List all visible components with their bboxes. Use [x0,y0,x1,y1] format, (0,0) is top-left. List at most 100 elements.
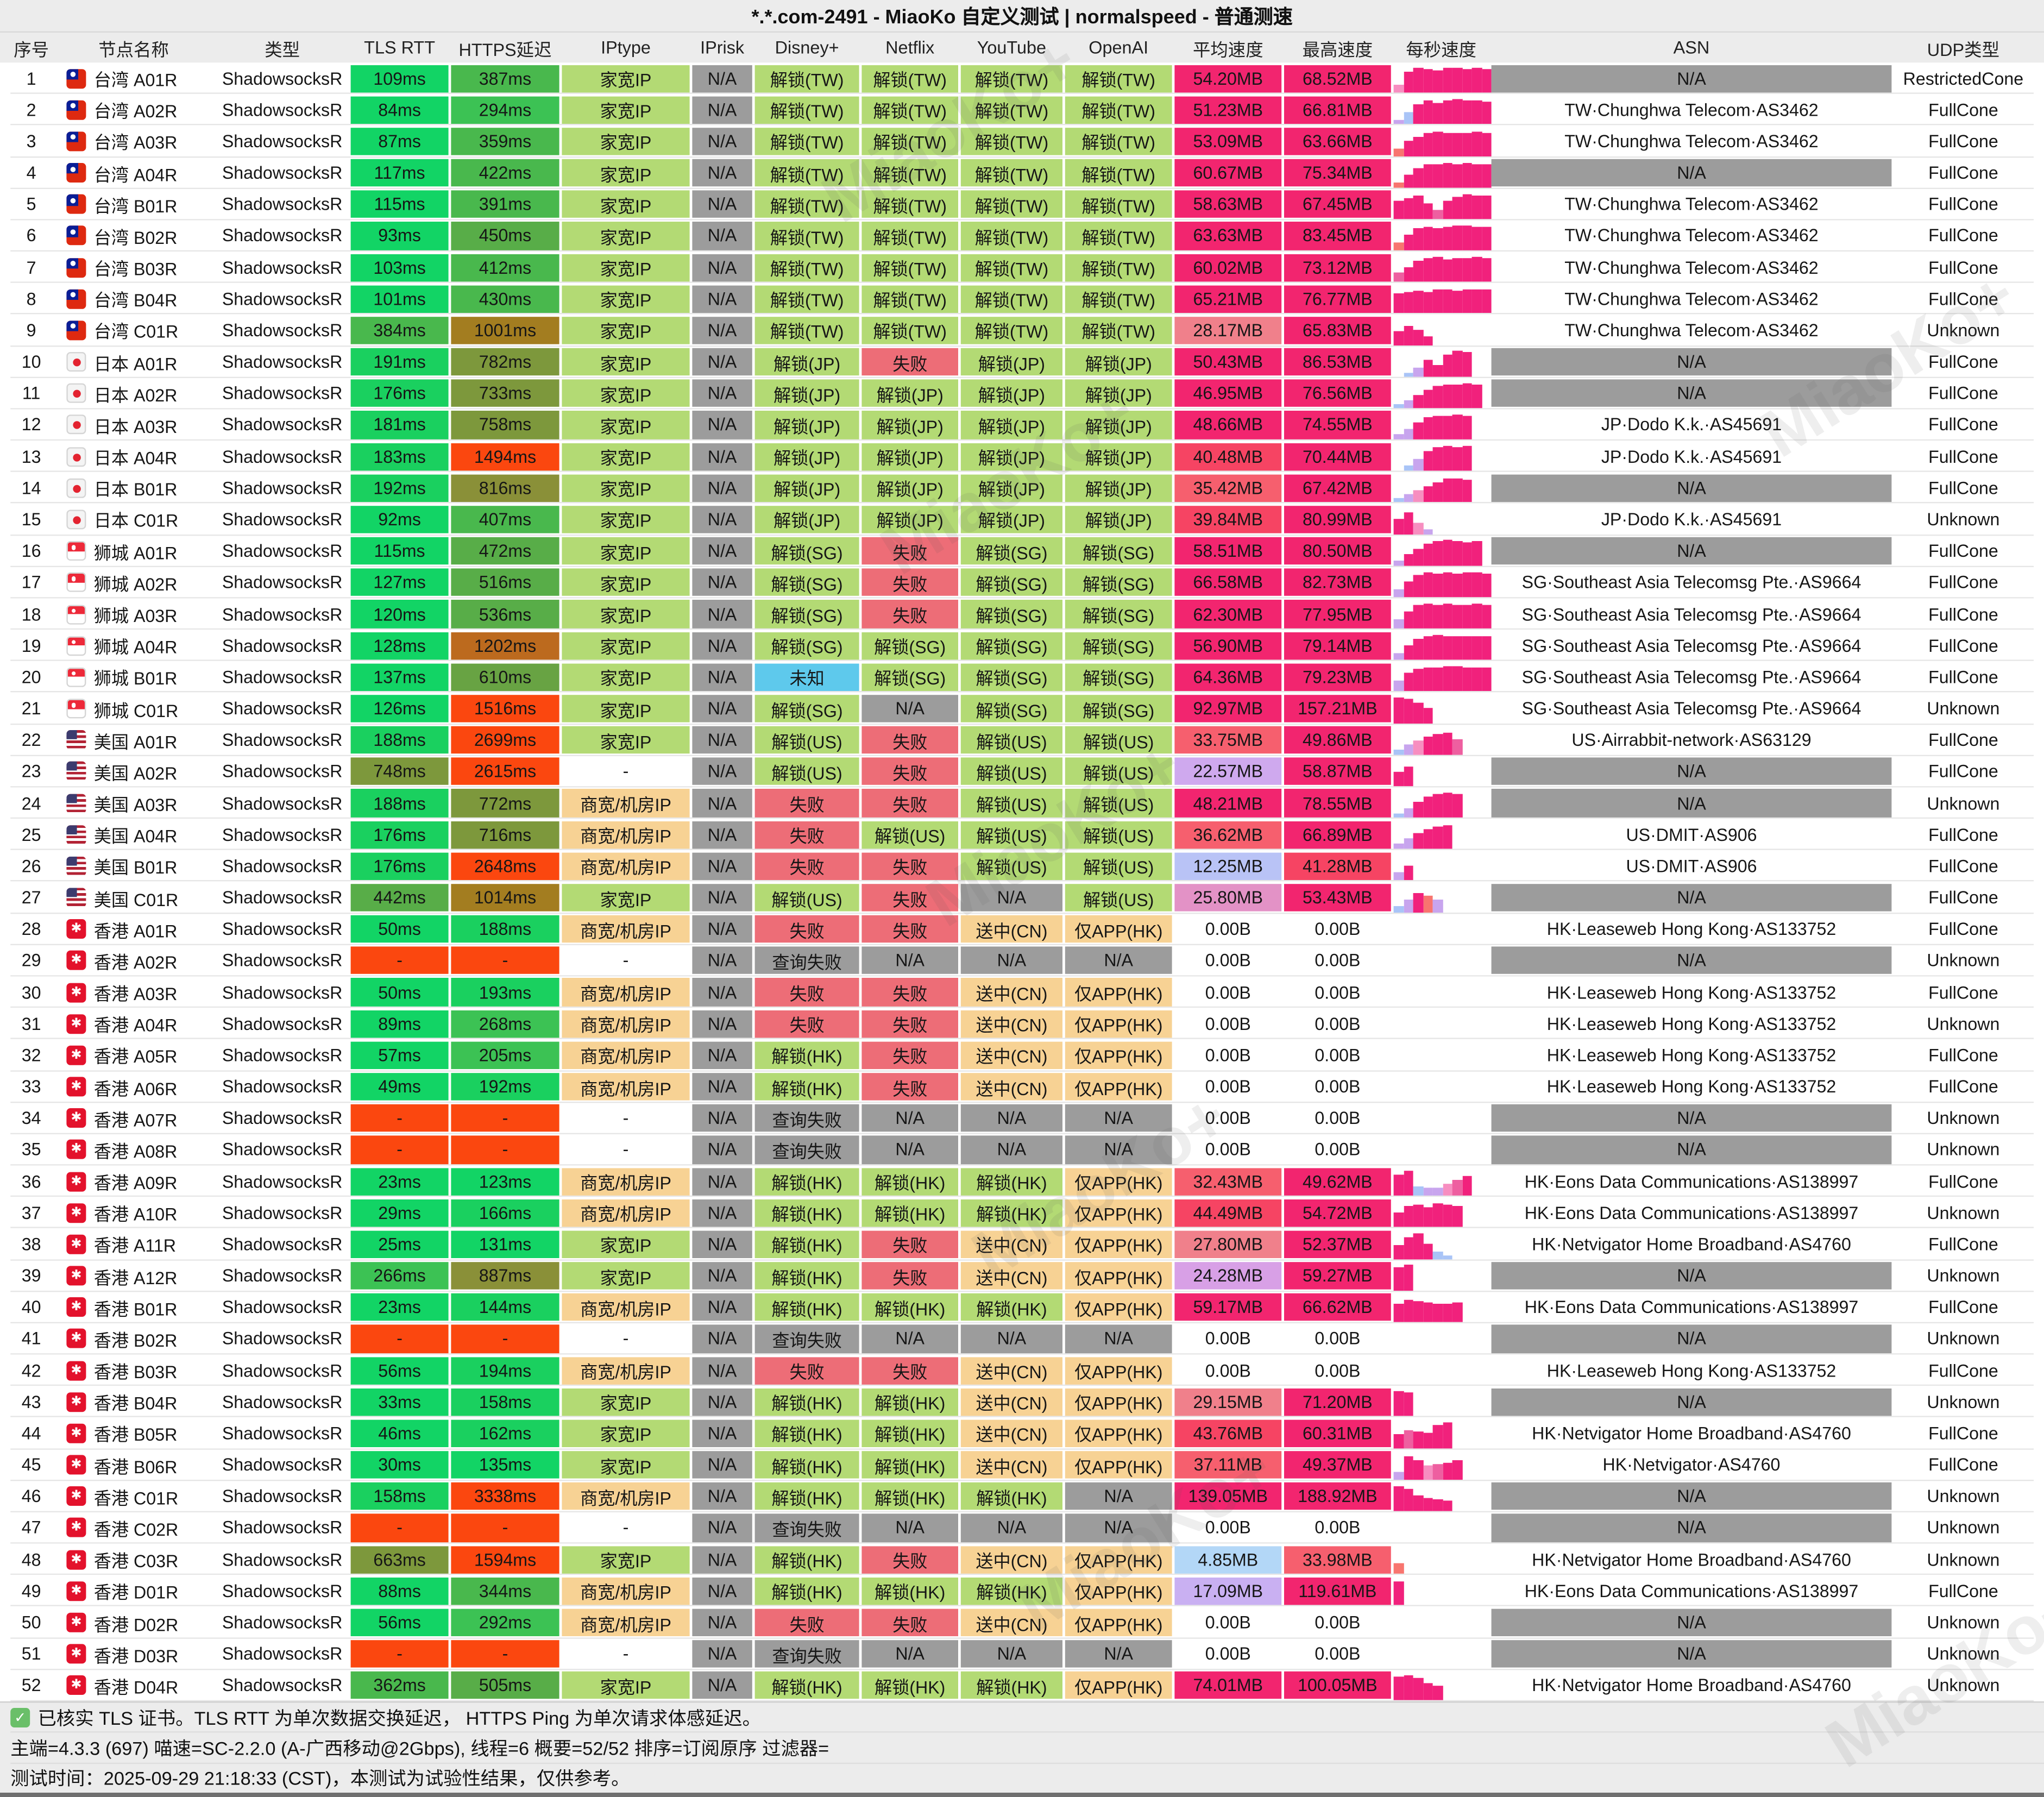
cell-max-speed: 60.31MB [1284,1419,1391,1448]
cell-udp-type: Unknown [1927,1392,2000,1412]
footer: ✓ 已核实 TLS 证书。TLS RTT 为单次数据交换延迟， HTTPS Pi… [0,1701,2044,1793]
cell-netflix: 失败 [861,569,959,596]
flag-sg-icon [66,699,86,719]
cell-avg-speed: 63.63MB [1174,222,1282,250]
speed-sparkline [1393,315,1492,346]
cell-disney: 解锁(JP) [754,411,859,439]
cell-youtube: 解锁(SG) [960,537,1063,565]
cell-openai: 仅APP(HK) [1065,1167,1172,1196]
cell-max-speed: 188.92MB [1284,1482,1391,1511]
cell-avg-speed: 0.00B [1205,1077,1251,1097]
cell-index: 22 [21,730,41,750]
cell-index: 46 [21,1486,41,1506]
node-name-label: 香港 C01R [93,1488,179,1509]
flag-us-icon [66,762,86,782]
cell-max-speed: 49.37MB [1284,1451,1391,1479]
cell-netflix: N/A [861,1325,959,1353]
flag-us-icon [66,730,86,750]
cell-netflix: 解锁(TW) [861,190,959,218]
cell-asn: TW·Chunghwa Telecom·AS3462 [1564,321,1819,341]
cell-udp-type: Unknown [1927,1518,2000,1538]
cell-youtube: N/A [960,947,1063,975]
table-row: 26 美国 B01R ShadowsocksR 176ms 2648ms 商宽/… [10,851,2034,882]
cell-asn: HK·Eons Data Communications·AS138997 [1524,1297,1859,1317]
cell-max-speed: 67.45MB [1284,190,1391,218]
cell-asn: HK·Eons Data Communications·AS138997 [1524,1171,1859,1191]
flag-hk-icon: ✱ [66,1455,86,1475]
table-row: 32 ✱ 香港 A05R ShadowsocksR 57ms 205ms 商宽/… [10,1040,2034,1071]
cell-max-speed: 157.21MB [1284,695,1391,722]
cell-openai: 解锁(US) [1065,821,1172,849]
cell-udp-type: FullCone [1928,573,1998,593]
cell-node-name: 美国 A01R [53,724,213,756]
cell-avg-speed: 53.09MB [1174,127,1282,155]
cell-protocol-type: ShadowsocksR [222,194,343,215]
table-row: 7 台湾 B03R ShadowsocksR 103ms 412ms 家宽IP … [10,252,2034,283]
cell-ip-type: 家宽IP [562,884,690,912]
cell-protocol-type: ShadowsocksR [222,447,343,467]
cell-https-latency: 450ms [451,222,559,250]
speed-sparkline [1393,125,1492,157]
cell-openai: 解锁(TW) [1065,285,1172,313]
speed-sparkline [1394,1638,1492,1670]
cell-udp-type: FullCone [1928,1581,1998,1601]
cell-index: 44 [21,1423,41,1443]
cell-netflix: 解锁(SG) [861,663,959,691]
cell-avg-speed: 39.84MB [1174,505,1282,533]
table-row: 11 日本 A02R ShadowsocksR 176ms 733ms 家宽IP… [10,378,2034,409]
column-header-1: 节点名称 [98,40,169,60]
cell-protocol-type: ShadowsocksR [222,352,343,372]
cell-tls-rtt: 183ms [350,442,449,470]
cell-tls-rtt: 158ms [350,1482,449,1511]
flag-us-icon [66,825,86,845]
speed-sparkline [1393,283,1492,315]
cell-ip-risk: N/A [692,1104,752,1133]
cell-udp-type: FullCone [1928,194,1998,215]
cell-ip-risk: N/A [692,1325,752,1353]
cell-ip-type: 家宽IP [562,253,690,281]
cell-index: 26 [21,856,41,876]
cell-max-speed: 68.52MB [1284,64,1391,92]
cell-asn: SG·Southeast Asia Telecomsg Pte.·AS9664 [1521,573,1861,593]
cell-asn: HK·Leaseweb Hong Kong·AS133752 [1546,1045,1837,1065]
cell-youtube: 解锁(TW) [960,253,1063,281]
cell-index: 47 [21,1518,41,1538]
table-row: 27 美国 C01R ShadowsocksR 442ms 1014ms 家宽I… [10,882,2034,914]
cell-tls-rtt: 127ms [350,569,449,596]
cell-index: 20 [21,667,41,687]
cell-protocol-type: ShadowsocksR [222,667,343,687]
cell-netflix: 失败 [861,1230,959,1259]
cell-youtube: 解锁(SG) [960,600,1063,628]
cell-https-latency: 292ms [451,1608,559,1637]
cell-max-speed: 83.45MB [1284,222,1391,250]
cell-tls-rtt: 23ms [350,1167,449,1196]
cell-disney: 失败 [754,978,859,1006]
speed-sparkline [1393,882,1492,914]
cell-asn: HK·Leaseweb Hong Kong·AS133752 [1546,919,1837,939]
cell-udp-type: Unknown [1927,1266,2000,1286]
cell-openai: 解锁(US) [1065,884,1172,912]
cell-index: 4 [26,163,36,183]
cell-index: 34 [21,1108,41,1128]
results-table: 序号 节点名称 类型 TLS RTT HTTPS延迟 IPtype IPrisk Disney… [0,33,2044,1701]
table-row: 40 ✱ 香港 B01R ShadowsocksR 23ms 144ms 商宽/… [10,1292,2034,1323]
cell-netflix: 解锁(TW) [861,96,959,124]
cell-ip-type: 家宽IP [562,442,690,470]
cell-asn: N/A [1491,758,1892,786]
cell-avg-speed: 65.21MB [1174,285,1282,313]
flag-hk-icon: ✱ [66,951,86,971]
cell-netflix: 解锁(HK) [861,1451,959,1479]
speed-sparkline [1394,1008,1492,1040]
table-row: 29 ✱ 香港 A02R ShadowsocksR - - - N/A 查询失败… [10,945,2034,977]
node-name-label: 台湾 B01R [93,196,178,216]
cell-openai: 解锁(JP) [1065,411,1172,439]
cell-udp-type: FullCone [1928,1455,1998,1475]
cell-max-speed: 0.00B [1315,1077,1361,1097]
cell-https-latency: 1014ms [451,884,559,912]
cell-node-name: ✱ 香港 C03R [53,1544,213,1575]
cell-openai: 仅APP(HK) [1065,1199,1172,1227]
table-row: 4 台湾 A04R ShadowsocksR 117ms 422ms 家宽IP … [10,157,2034,189]
cell-openai: 解锁(SG) [1065,600,1172,628]
node-name-label: 狮城 A03R [93,606,178,626]
cell-netflix: N/A [861,1136,959,1164]
